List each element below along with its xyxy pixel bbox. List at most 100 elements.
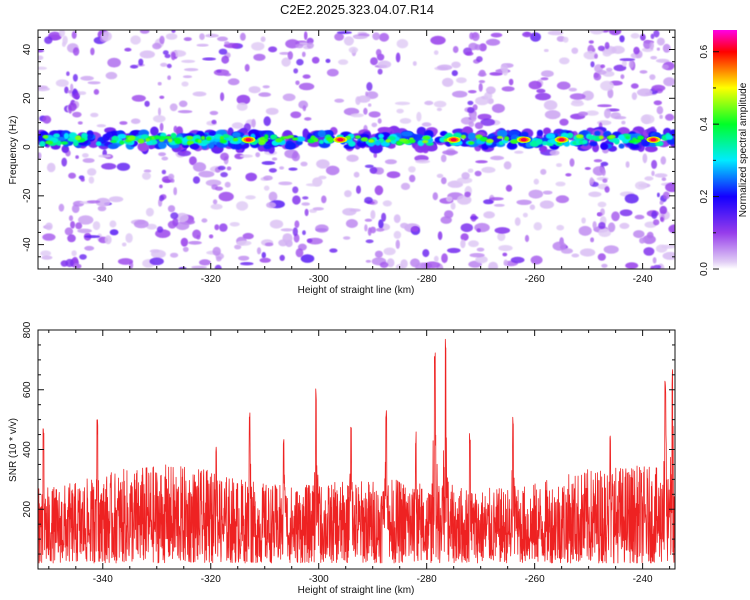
spectrogram-speckle: [555, 195, 570, 204]
spectrogram-speckle: [368, 111, 381, 118]
spectrogram-speckle: [302, 74, 311, 79]
spectrogram-band-blob: [467, 132, 476, 141]
spectrogram-speckle: [608, 30, 622, 36]
spectrogram-speckle: [70, 83, 74, 92]
spectrogram-band-blob: [42, 134, 49, 139]
spectrogram-speckle: [263, 116, 271, 127]
spectrogram-speckle: [181, 81, 189, 87]
spectrogram-speckle: [38, 152, 42, 160]
spectrogram-speckle: [597, 104, 612, 108]
spectrogram-speckle: [597, 201, 607, 208]
spectrogram-speckle: [77, 228, 92, 234]
spectrogram-band-blob: [200, 135, 206, 141]
spectrogram-speckle: [541, 70, 554, 78]
spectrogram-speckle: [662, 191, 670, 200]
spectrogram-speckle: [67, 234, 76, 243]
snr-x-tick-label: -240: [633, 574, 653, 585]
spectrogram-speckle: [604, 186, 610, 193]
spectrogram-speckle: [625, 262, 639, 269]
spectrogram-peak: [450, 138, 457, 142]
spectrogram-speckle: [218, 191, 234, 202]
spectrogram-speckle: [170, 178, 175, 183]
spectrogram-speckle: [95, 197, 111, 207]
spectrogram-speckle: [588, 191, 602, 198]
snr-y-tick-label: 800: [22, 321, 33, 338]
spectrogram-y-ticks: -40 -20 0 20 40: [22, 36, 675, 258]
spectrogram-speckle: [447, 247, 461, 254]
spectrogram-speckle: [655, 244, 668, 253]
spectrogram-speckle: [372, 32, 381, 41]
spectrogram-speckle: [306, 42, 314, 49]
spectrogram-speckle: [209, 110, 219, 116]
spectrogram-band-blob: [170, 132, 177, 139]
spectrogram-speckle: [156, 226, 164, 233]
spectrogram-speckle: [349, 208, 361, 212]
colorbar-ticks: 0.0 0.2 0.4 0.6: [699, 44, 719, 276]
spectrogram-speckle: [602, 178, 608, 183]
spectrogram-band-blob: [232, 131, 241, 138]
spectrogram-speckle: [498, 245, 513, 252]
spectrogram-speckle: [97, 205, 107, 212]
spectrogram-speckle: [597, 45, 605, 51]
spectrogram-speckle: [343, 236, 351, 240]
spectrogram-speckle: [621, 60, 627, 67]
spectrogram-speckle: [130, 118, 141, 124]
spectrogram-speckle: [251, 118, 256, 128]
spectrogram-speckle: [662, 251, 675, 260]
spectrogram-speckle: [584, 167, 591, 170]
spectrogram-band-blob: [408, 139, 416, 144]
spectrogram-speckle: [109, 229, 119, 236]
spectrogram-speckle: [295, 80, 300, 86]
spectrogram-speckle: [258, 92, 272, 97]
spectrogram-speckle: [395, 52, 401, 63]
spectrogram-band-blob: [187, 140, 195, 145]
spectrogram-speckle: [292, 227, 298, 237]
spectrogram-band-blob: [164, 135, 172, 140]
spectrogram-peak: [337, 138, 344, 142]
spectrogram-speckle: [490, 155, 505, 161]
spectrogram-speckle: [460, 233, 469, 241]
spectrogram-speckle: [611, 211, 620, 222]
spectrogram-speckle: [248, 86, 261, 94]
spectrogram-speckle: [58, 203, 65, 212]
spectrogram-speckle: [355, 96, 361, 105]
spectrogram-speckle: [643, 247, 655, 256]
spectrogram-speckle: [643, 39, 652, 49]
spectrogram-band-blob: [186, 135, 194, 140]
spectrogram-speckle: [227, 78, 240, 86]
spectrogram-speckle: [87, 81, 101, 85]
spectrogram-speckle: [619, 35, 625, 43]
spectrogram-speckle: [316, 159, 330, 169]
spectrogram-speckle: [236, 240, 252, 246]
spectrogram-speckle: [600, 80, 614, 91]
spectrogram-speckle: [138, 58, 144, 66]
spectrogram-speckle: [544, 110, 561, 120]
spectrogram-speckle: [535, 92, 551, 101]
spectrogram-speckle: [234, 153, 245, 160]
snr-x-tick-label: -320: [201, 574, 221, 585]
spectrogram-speckle: [170, 212, 179, 220]
spectrogram-speckle: [483, 211, 495, 219]
spectrogram-speckle: [223, 72, 232, 77]
spectrogram-speckle: [370, 57, 378, 66]
spectrogram-speckle: [442, 77, 454, 87]
spectrogram-speckle: [259, 257, 271, 263]
spectrogram-speckle: [646, 231, 654, 239]
spectrogram-band-blob: [479, 136, 488, 142]
spectrogram-speckle: [383, 247, 396, 256]
spectrogram-speckle: [400, 222, 409, 229]
spectrogram-speckle: [503, 161, 512, 170]
spectrogram-speckle: [607, 222, 616, 233]
spectrogram-speckle: [570, 101, 585, 107]
spectrogram-speckle: [547, 30, 564, 36]
spectrogram-speckle: [590, 61, 595, 68]
spectrogram-speckle: [467, 107, 475, 114]
spectrogram-speckle: [38, 49, 45, 53]
spectrogram-image: [38, 30, 675, 269]
spectrogram-band-blob: [416, 126, 427, 137]
spectrogram-speckle: [384, 159, 397, 165]
spectrogram-speckle: [265, 107, 279, 115]
spectrogram-speckle: [559, 57, 570, 65]
spectrogram-speckle: [467, 100, 474, 106]
snr-x-ticks: -340 -320 -300 -280 -260 -240: [48, 330, 671, 585]
